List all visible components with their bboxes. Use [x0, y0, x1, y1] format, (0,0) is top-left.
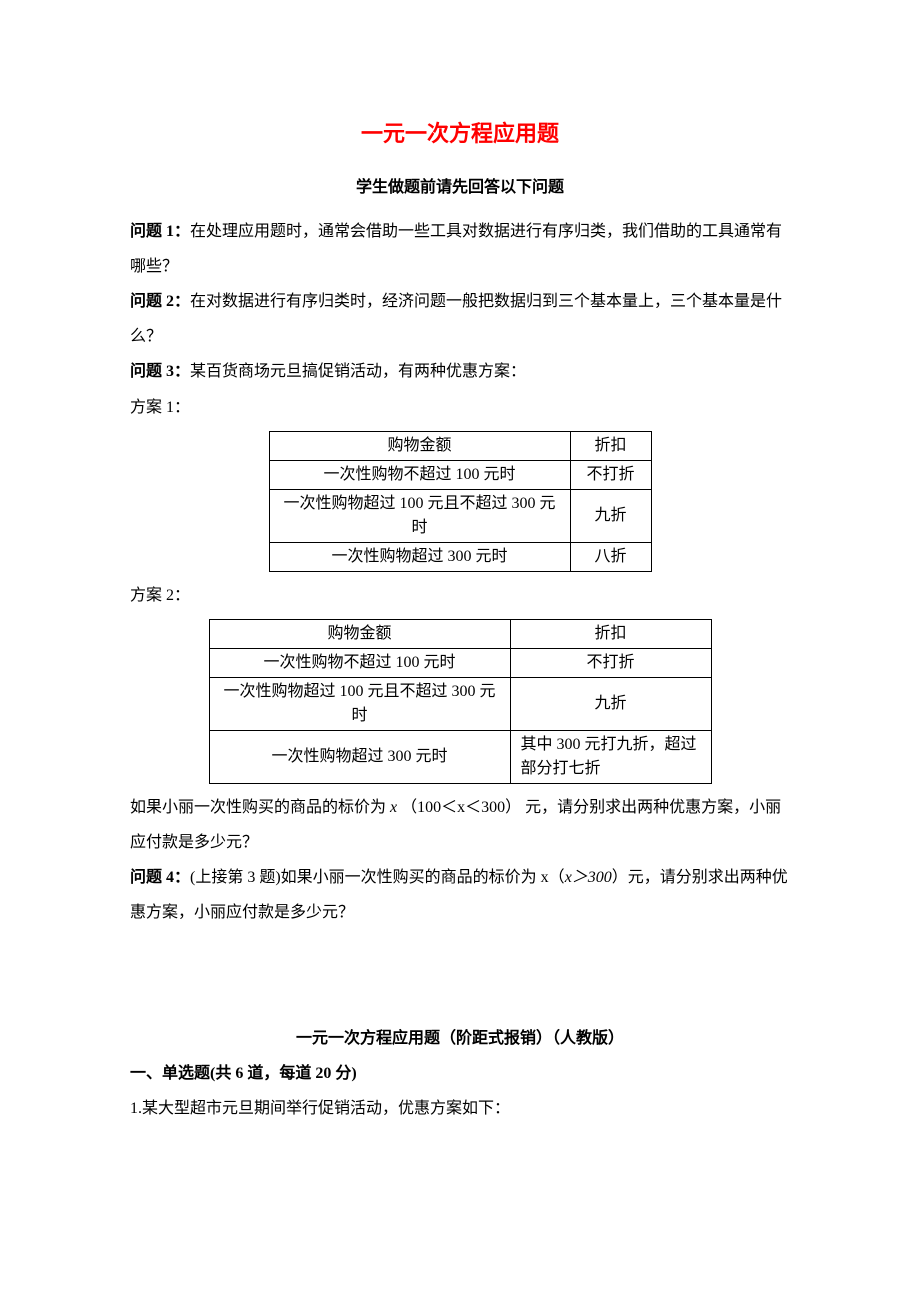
q3-var: x	[390, 799, 397, 816]
q4-pre: (上接第 3 题)如果小丽一次性购买的商品的标价为 x（	[190, 869, 565, 886]
plan1-label: 方案 1：	[130, 390, 790, 425]
table-row: 一次性购物超过 300 元时 八折	[269, 542, 651, 571]
table-row: 一次性购物超过 100 元且不超过 300 元时 九折	[269, 489, 651, 542]
q3-label: 问题 3：	[130, 363, 190, 380]
question-1: 问题 1：在处理应用题时，通常会借助一些工具对数据进行有序归类，我们借助的工具通…	[130, 214, 790, 284]
table-cell: 一次性购物超过 100 元且不超过 300 元时	[209, 677, 510, 730]
mcq-1: 1.某大型超市元旦期间举行促销活动，优惠方案如下：	[130, 1091, 790, 1126]
table-cell: 九折	[570, 489, 651, 542]
table-cell: 九折	[510, 677, 711, 730]
table-cell: 一次性购物超过 300 元时	[269, 542, 570, 571]
question-3: 问题 3：某百货商场元旦搞促销活动，有两种优惠方案：	[130, 354, 790, 389]
table-cell: 不打折	[510, 648, 711, 677]
table-cell: 购物金额	[269, 431, 570, 460]
table-row: 一次性购物超过 300 元时 其中 300 元打九折，超过部分打七折	[209, 730, 711, 783]
q4-label: 问题 4：	[130, 869, 190, 886]
q3-followup: 如果小丽一次性购买的商品的标价为 x （100＜x＜300） 元，请分别求出两种…	[130, 790, 790, 860]
table-cell: 折扣	[570, 431, 651, 460]
q3-tail-a: 如果小丽一次性购买的商品的标价为	[130, 799, 386, 816]
table-cell: 不打折	[570, 460, 651, 489]
question-2: 问题 2：在对数据进行有序归类时，经济问题一般把数据归到三个基本量上，三个基本量…	[130, 284, 790, 354]
main-title: 一元一次方程应用题	[130, 110, 790, 158]
subtitle: 学生做题前请先回答以下问题	[130, 170, 790, 205]
table-row: 一次性购物不超过 100 元时 不打折	[269, 460, 651, 489]
plan1-table: 购物金额 折扣 一次性购物不超过 100 元时 不打折 一次性购物超过 100 …	[269, 431, 652, 572]
table-cell: 一次性购物超过 100 元且不超过 300 元时	[269, 489, 570, 542]
document-page: 一元一次方程应用题 学生做题前请先回答以下问题 问题 1：在处理应用题时，通常会…	[0, 0, 920, 1302]
table-cell: 一次性购物超过 300 元时	[209, 730, 510, 783]
q2-text: 在对数据进行有序归类时，经济问题一般把数据归到三个基本量上，三个基本量是什么？	[130, 293, 782, 345]
table-row: 购物金额 折扣	[269, 431, 651, 460]
q1-text: 在处理应用题时，通常会借助一些工具对数据进行有序归类，我们借助的工具通常有哪些？	[130, 223, 782, 275]
plan2-table: 购物金额 折扣 一次性购物不超过 100 元时 不打折 一次性购物超过 100 …	[209, 619, 712, 784]
q3-text: 某百货商场元旦搞促销活动，有两种优惠方案：	[190, 363, 526, 380]
table-row: 购物金额 折扣	[209, 619, 711, 648]
plan2-label: 方案 2：	[130, 578, 790, 613]
table-row: 一次性购物超过 100 元且不超过 300 元时 九折	[209, 677, 711, 730]
table-cell: 一次性购物不超过 100 元时	[209, 648, 510, 677]
table-row: 一次性购物不超过 100 元时 不打折	[209, 648, 711, 677]
table-cell: 八折	[570, 542, 651, 571]
table-cell: 其中 300 元打九折，超过部分打七折	[510, 730, 711, 783]
table-cell: 折扣	[510, 619, 711, 648]
q4-cond: x＞300	[565, 869, 612, 886]
mcq-heading: 一、单选题(共 6 道，每道 20 分)	[130, 1056, 790, 1091]
question-4: 问题 4：(上接第 3 题)如果小丽一次性购买的商品的标价为 x（x＞300）元…	[130, 860, 790, 930]
q2-label: 问题 2：	[130, 293, 190, 310]
section2-title: 一元一次方程应用题（阶距式报销）（人教版）	[130, 1021, 790, 1056]
table-cell: 购物金额	[209, 619, 510, 648]
table-cell: 一次性购物不超过 100 元时	[269, 460, 570, 489]
q1-label: 问题 1：	[130, 223, 190, 240]
q3-cond: （100＜x＜300）	[401, 799, 521, 816]
